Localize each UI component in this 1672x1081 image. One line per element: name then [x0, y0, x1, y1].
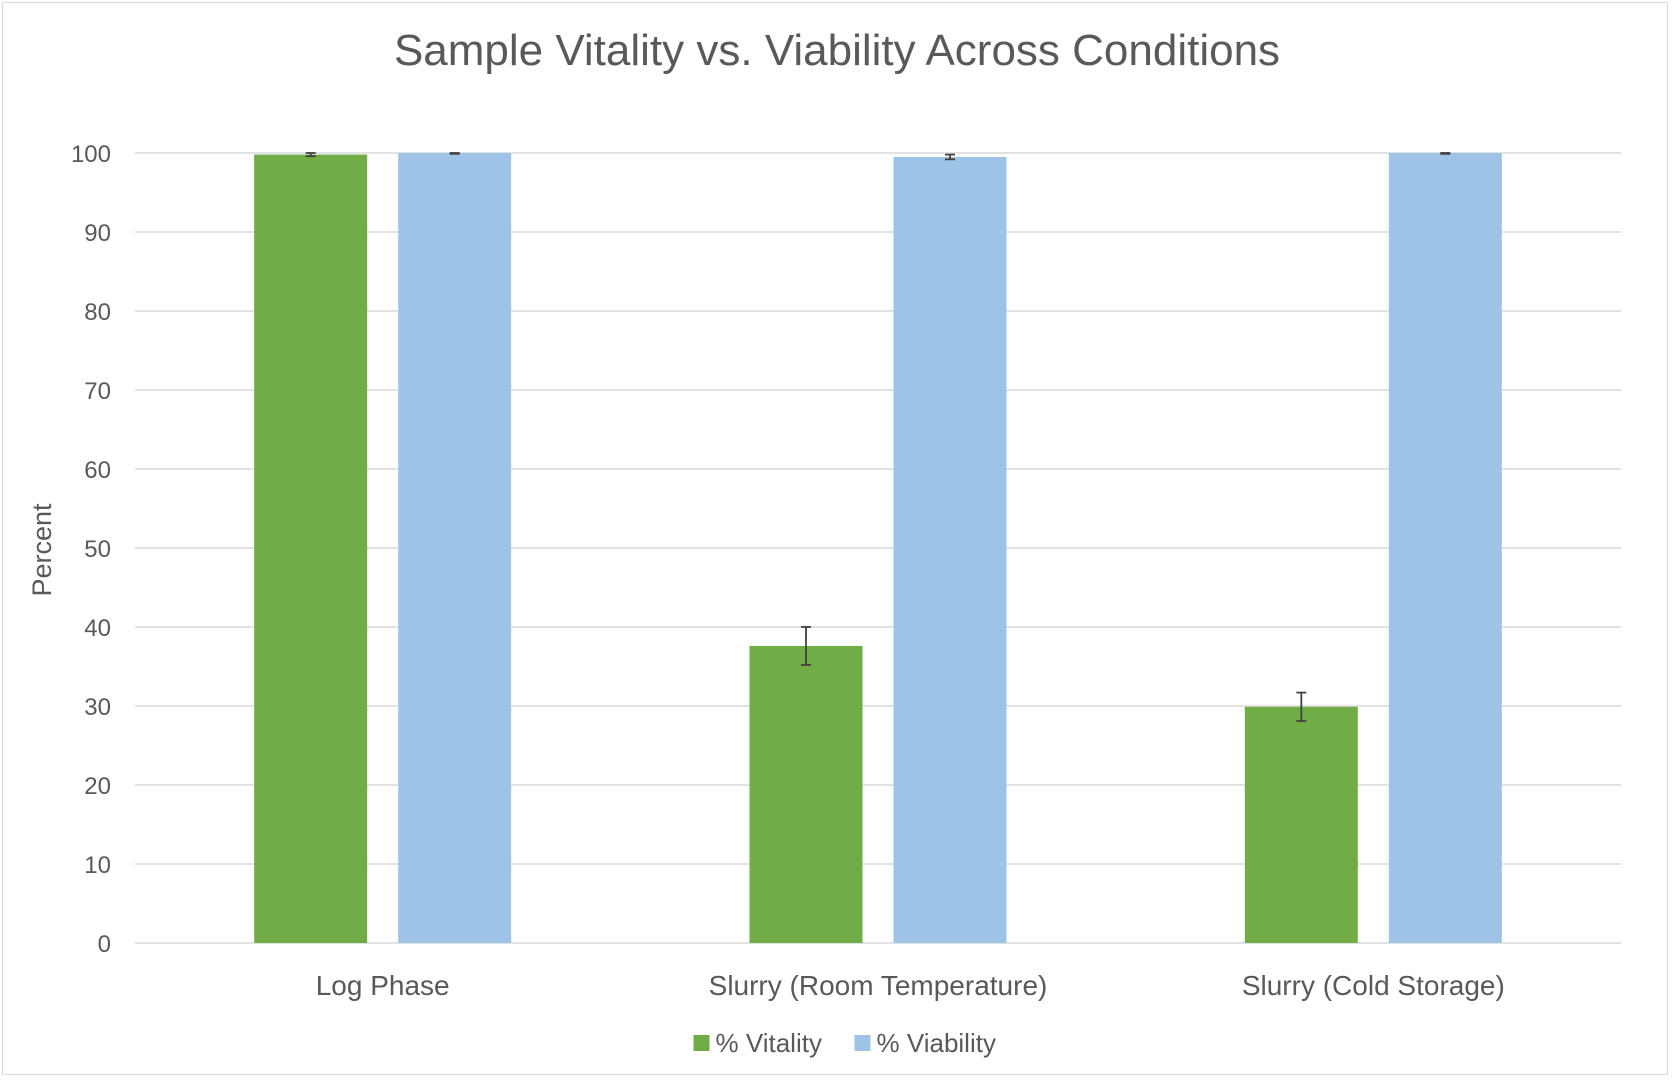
chart-title: Sample Vitality vs. Viability Across Con…	[394, 26, 1280, 75]
y-axis-ticks: 0 10 20 30 40 50 60 70 80 90 100	[71, 141, 111, 958]
y-tick-label: 100	[71, 141, 111, 168]
bar-chart: Sample Vitality vs. Viability Across Con…	[27, 26, 1621, 1058]
legend-swatch	[854, 1035, 871, 1051]
gridlines	[135, 152, 1621, 944]
y-tick-label: 0	[98, 931, 111, 958]
y-tick-label: 90	[84, 220, 111, 247]
bar	[398, 153, 512, 943]
y-tick-label: 60	[84, 457, 111, 484]
legend: % Vitality % Viability	[693, 1028, 996, 1058]
bar	[1244, 706, 1358, 943]
y-axis-label: Percent	[27, 503, 57, 597]
bar	[749, 645, 863, 943]
x-axis-ticks: Log Phase Slurry (Room Temperature) Slurry…	[316, 970, 1505, 1001]
x-tick-label: Slurry (Cold Storage)	[1242, 970, 1505, 1001]
y-tick-label: 50	[84, 536, 111, 563]
y-tick-label: 70	[84, 378, 111, 405]
legend-swatch	[693, 1035, 710, 1051]
bar	[1388, 153, 1502, 943]
legend-label: % Vitality	[716, 1028, 822, 1058]
bars	[254, 153, 1502, 943]
x-tick-label: Slurry (Room Temperature)	[709, 970, 1048, 1001]
bar	[254, 154, 368, 943]
y-tick-label: 40	[84, 615, 111, 642]
legend-label: % Viability	[877, 1028, 996, 1058]
x-tick-label: Log Phase	[316, 970, 450, 1001]
y-tick-label: 30	[84, 694, 111, 721]
y-tick-label: 80	[84, 299, 111, 326]
bar	[893, 156, 1007, 943]
y-tick-label: 20	[84, 773, 111, 800]
y-tick-label: 10	[84, 852, 111, 879]
error-bars	[305, 152, 1451, 722]
